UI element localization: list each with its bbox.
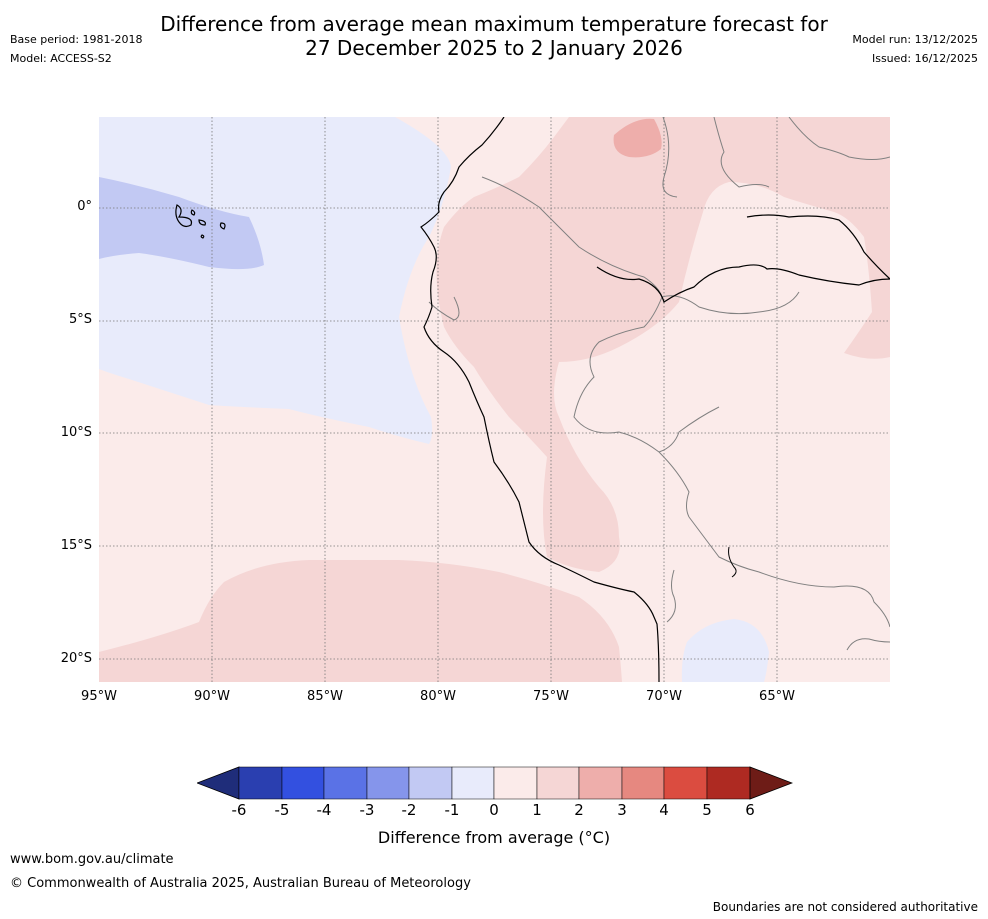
colorbar-tick-m4: -4 [316, 801, 332, 819]
anomaly-1-to-2-south-region [99, 560, 622, 682]
title-line-2: 27 December 2025 to 2 January 2026 [305, 36, 683, 60]
colorbar-segment-m6-m5 [238, 766, 283, 800]
forecast-map [99, 117, 890, 682]
lon-label-75w: 75°W [533, 689, 569, 704]
colorbar-above-max-arrow [749, 766, 793, 800]
title-line-1: Difference from average mean maximum tem… [160, 12, 828, 36]
footer-copyright: © Commonwealth of Australia 2025, Austra… [10, 876, 471, 891]
lat-label-10s: 10°S [60, 425, 92, 440]
issued-text: Issued: 16/12/2025 [871, 52, 978, 65]
colorbar-segment-2-3 [578, 766, 623, 800]
colorbar-tick-2: 2 [574, 801, 584, 819]
lat-label-20s: 20°S [60, 651, 92, 666]
colorbar-tick-6: 6 [745, 801, 755, 819]
colorbar-segment-5-6 [706, 766, 751, 800]
colorbar-segment-m1-0 [451, 766, 495, 800]
coastline [420, 117, 890, 682]
colorbar-tick-3: 3 [617, 801, 627, 819]
colorbar-tick-m1: -1 [444, 801, 460, 819]
colorbar-segment-m4-m3 [323, 766, 368, 800]
lon-label-65w: 65°W [759, 689, 795, 704]
colorbar-tick-m6: -6 [231, 801, 247, 819]
colorbar-segment-3-4 [621, 766, 665, 800]
lat-label-15s: 15°S [60, 538, 92, 553]
colorbar-segment-m2-m1 [408, 766, 453, 800]
lon-label-80w: 80°W [420, 689, 456, 704]
model-text: Model: ACCESS-S2 [10, 52, 112, 65]
lon-label-90w: 90°W [194, 689, 230, 704]
lon-label-85w: 85°W [307, 689, 343, 704]
anomaly-minus2-to-minus1-region [99, 177, 264, 270]
chart-title: Difference from average mean maximum tem… [0, 12, 988, 60]
footer-disclaimer: Boundaries are not considered authoritat… [712, 900, 978, 914]
colorbar-segment-m5-m4 [281, 766, 325, 800]
lat-label-0: 0° [77, 199, 92, 214]
colorbar-tick-4: 4 [659, 801, 669, 819]
colorbar-segment-1-2 [536, 766, 580, 800]
colorbar-tick-1: 1 [532, 801, 542, 819]
colorbar-label: Difference from average (°C) [377, 828, 611, 847]
colorbar-below-min-arrow [197, 766, 240, 800]
colorbar-segment-m3-m2 [366, 766, 410, 800]
anomaly-2-to-3-region [613, 118, 662, 158]
anomaly-minus1-to-0-south-region [681, 619, 769, 682]
colorbar-tick-m2: -2 [401, 801, 417, 819]
graticule [99, 117, 890, 682]
anomaly-minus1-to-0-region [99, 117, 451, 444]
country-borders [428, 117, 890, 651]
anomaly-1-to-2-region [436, 117, 890, 572]
base-period-text: Base period: 1981-2018 [10, 33, 143, 46]
galapagos-islands [175, 204, 226, 239]
lat-label-5s: 5°S [68, 312, 92, 327]
lon-label-95w: 95°W [81, 689, 117, 704]
colorbar-segment-0-1 [493, 766, 538, 800]
colorbar-tick-m3: -3 [359, 801, 375, 819]
colorbar-tick-5: 5 [702, 801, 712, 819]
colorbar-segment-4-5 [663, 766, 708, 800]
footer-url[interactable]: www.bom.gov.au/climate [10, 852, 174, 867]
colorbar-tick-m5: -5 [274, 801, 290, 819]
colorbar-tick-0: 0 [489, 801, 499, 819]
lon-label-70w: 70°W [646, 689, 682, 704]
colorbar [197, 766, 793, 800]
model-run-text: Model run: 13/12/2025 [852, 33, 978, 46]
